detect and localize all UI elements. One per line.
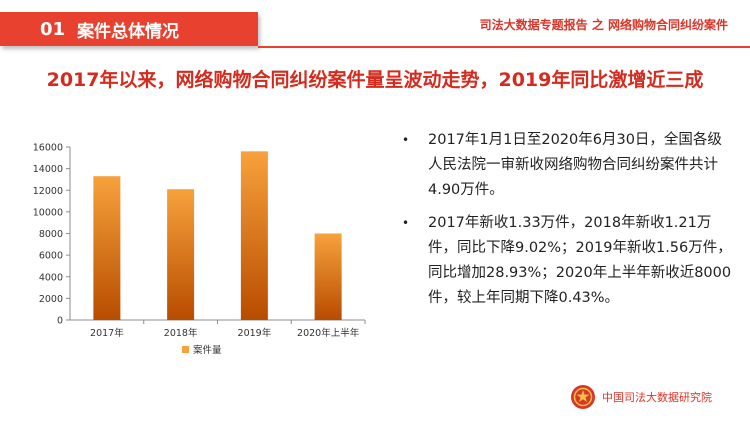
bullet-dot-icon: • bbox=[402, 133, 410, 147]
y-tick-label: 2000 bbox=[39, 294, 63, 305]
report-title: 司法大数据专题报告 之 网络购物合同纠纷案件 bbox=[479, 18, 728, 32]
x-axis: 2017年 2018年 2019年 2020年上半年 bbox=[70, 319, 366, 339]
bullet-list: • 2017年1月1日至2020年6月30日，全国各级人民法院一审新收网络购物合… bbox=[398, 128, 733, 319]
x-tick-label: 2020年上半年 bbox=[297, 327, 360, 339]
y-tick-label: 16000 bbox=[33, 143, 63, 154]
footer-logo: 中国司法大数据研究院 bbox=[570, 384, 712, 410]
legend-label: 案件量 bbox=[193, 344, 222, 356]
y-tick-label: 4000 bbox=[39, 272, 63, 283]
y-tick-label: 8000 bbox=[39, 229, 63, 240]
y-tick-label: 12000 bbox=[33, 186, 63, 197]
bullet-text: 2017年1月1日至2020年6月30日，全国各级人民法院一审新收网络购物合同纠… bbox=[428, 132, 722, 198]
bar bbox=[167, 189, 195, 320]
header-divider bbox=[258, 46, 750, 48]
y-tick-label: 14000 bbox=[33, 164, 63, 175]
case-volume-bar-chart: 0 2000 4000 6000 8000 10000 12000 14000 16000 20… bbox=[33, 143, 366, 356]
section-header: 01 案件总体情况 bbox=[0, 12, 258, 46]
court-emblem-icon bbox=[571, 385, 595, 409]
footer-org-name: 中国司法大数据研究院 bbox=[602, 391, 712, 404]
x-tick-label: 2018年 bbox=[164, 327, 198, 339]
bar-series bbox=[93, 151, 342, 320]
bar bbox=[93, 176, 121, 320]
x-tick-label: 2019年 bbox=[238, 327, 272, 339]
bullet-item: • 2017年1月1日至2020年6月30日，全国各级人民法院一审新收网络购物合… bbox=[398, 128, 733, 203]
section-title: 案件总体情况 bbox=[77, 21, 180, 42]
bullet-item: • 2017年新收1.33万件，2018年新收1.21万件，同比下降9.02%；… bbox=[398, 211, 733, 311]
bar bbox=[314, 233, 342, 320]
x-tick-label: 2017年 bbox=[90, 327, 124, 339]
bar bbox=[240, 151, 268, 320]
section-number: 01 bbox=[40, 18, 66, 40]
legend-swatch bbox=[182, 346, 189, 353]
main-headline: 2017年以来，网络购物合同纠纷案件量呈波动走势，2019年同比激增近三成 bbox=[46, 69, 704, 91]
y-tick-label: 0 bbox=[57, 316, 63, 327]
y-axis: 0 2000 4000 6000 8000 10000 12000 14000 16000 bbox=[33, 143, 71, 327]
bullet-dot-icon: • bbox=[402, 216, 410, 230]
y-tick-label: 6000 bbox=[39, 251, 63, 262]
chart-legend: 案件量 bbox=[182, 344, 222, 356]
bullet-text: 2017年新收1.33万件，2018年新收1.21万件，同比下降9.02%；20… bbox=[428, 215, 732, 306]
y-tick-label: 10000 bbox=[33, 207, 63, 218]
